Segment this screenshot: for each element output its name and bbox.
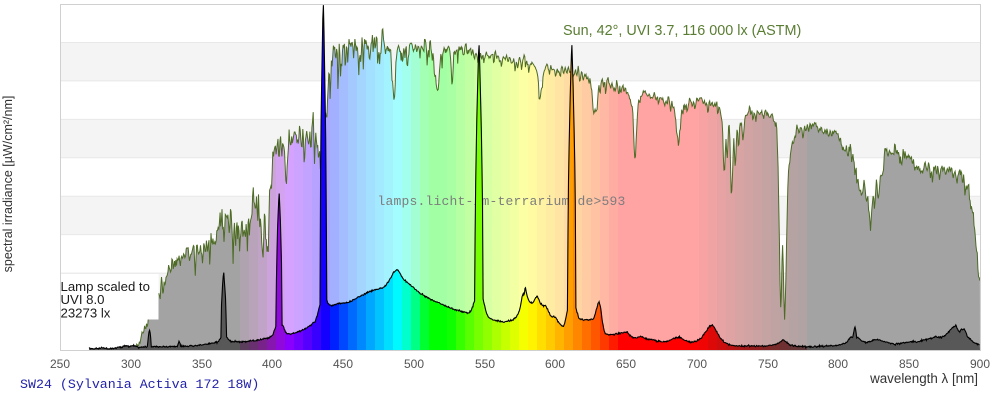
svg-text:Lamp scaled to: Lamp scaled to <box>61 279 150 294</box>
svg-text:23273 lx: 23273 lx <box>61 306 111 321</box>
svg-text:UVI 8.0: UVI 8.0 <box>61 292 105 307</box>
svg-text:lamps.licht-im-terrarium.de>59: lamps.licht-im-terrarium.de>593 <box>378 194 626 209</box>
